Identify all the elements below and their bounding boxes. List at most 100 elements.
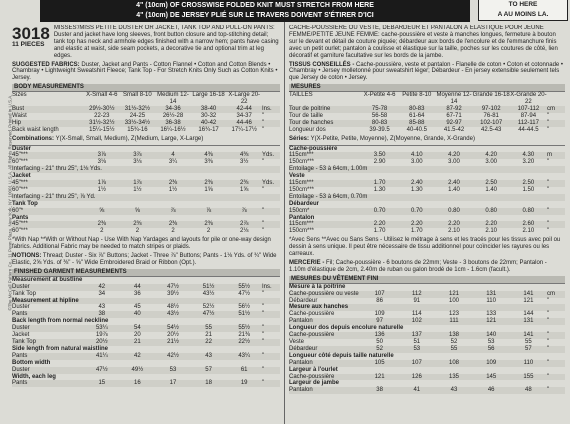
cell: 2: [100, 228, 104, 235]
cell: 86: [376, 297, 383, 304]
cell: 2.50: [522, 180, 535, 187]
table-row: Duster: [12, 146, 280, 153]
cell: 24-25: [129, 112, 146, 119]
cell: 19⅞: [95, 332, 108, 339]
cell: 112-117: [517, 119, 539, 126]
description: CACHE-POUSSIÈRE OU VESTE, DÉBARDEUR ET P…: [289, 25, 558, 59]
cell: 33½-34½: [124, 119, 151, 126]
table-row: Sizes X-Small 4-6 Small 8-10 Medium 12-14 La…: [12, 92, 280, 106]
paragraph: Séries: Y(X-Petite, Petite, Moyenne), Z(…: [289, 136, 565, 143]
cell: 51: [413, 338, 421, 345]
cell: 47½: [167, 283, 179, 290]
cell: 22: [205, 338, 212, 345]
cell: 44: [134, 283, 141, 290]
row-label: 60"***: [12, 228, 28, 235]
paragraph-text: Duster, Jacket and Pants - Cotton Flanne…: [12, 61, 278, 82]
paragraph-heading: MERCERIE -: [289, 260, 325, 266]
table-row: 45"*** 3⅞ 3⅞ 4 4⅜ 4⅜ Yds.: [12, 152, 280, 160]
cell: 107: [374, 290, 385, 297]
unit: ": [547, 221, 550, 228]
cell: 53: [169, 366, 177, 373]
cell: 36-38: [165, 119, 181, 126]
cell: 107: [411, 359, 422, 366]
cell: 56-58: [371, 112, 388, 119]
cell: X-Petite 4-6: [363, 92, 396, 99]
cell: 111: [449, 318, 459, 325]
unit: ": [547, 186, 550, 193]
paragraph-heading: Combinations:: [12, 135, 54, 142]
cell: 91: [413, 297, 421, 304]
cell: 0.80: [522, 207, 535, 214]
cell: 133: [486, 311, 497, 318]
cell: 137: [411, 332, 422, 339]
cell: X-Small 4-6: [86, 92, 118, 99]
cell: 2.60: [522, 221, 535, 228]
unit: ": [547, 311, 550, 318]
cell: 121: [448, 290, 459, 297]
cell: 1.70: [373, 180, 386, 187]
unit: ": [261, 126, 265, 133]
table-row: Tank Top 34 36 39½ 43½ 47½ ": [12, 291, 280, 298]
cell: 15¾-16: [127, 126, 148, 133]
table-row: Longueur dos depuis encolure naturelle: [289, 325, 565, 332]
cell: 2⅜: [168, 180, 178, 187]
cell: 3⅞: [97, 152, 106, 159]
cell: 155: [523, 373, 534, 380]
cell: 26½-28: [162, 112, 184, 119]
cell: 43½: [202, 290, 215, 297]
paragraph: Combinations: Y(X-Small, Small, Medium),…: [12, 136, 280, 143]
stretch-banner: 4" (10cm) OF CROSSWISE FOLDED KNIT MUST …: [40, 0, 470, 22]
unit: ": [547, 338, 550, 345]
cell: 38: [376, 387, 383, 394]
table-title: MESURES DU VÊTEMENT FINI: [289, 275, 565, 283]
unit: ": [547, 332, 550, 339]
cell: 109: [374, 311, 385, 318]
cell: 15: [98, 380, 106, 387]
cell: 109: [486, 359, 497, 366]
row-heading: Measurement at bustline: [12, 276, 83, 283]
cell: Moyenne 12-14: [436, 92, 472, 106]
cell: 110: [523, 359, 534, 366]
row-heading: Width, each leg: [12, 373, 56, 380]
cell: 54: [134, 325, 141, 332]
row-label: Waist: [12, 112, 27, 119]
cell: 2⅜: [240, 180, 249, 187]
row-label: Débardeur: [289, 345, 318, 352]
row-label: Pants: [12, 380, 28, 387]
description: MISSES'/MISS PETITE DUSTER OR JACKET, TA…: [53, 25, 279, 59]
row-heading: Tank Top: [12, 200, 38, 207]
cell: 43½: [167, 311, 179, 318]
cell: 0.80: [448, 207, 460, 214]
cell: 126: [411, 373, 422, 380]
cell: 53¼: [95, 325, 108, 332]
paragraph-heading: NOTIONS:: [12, 253, 42, 260]
cell: 141: [523, 290, 534, 297]
cell: 42½: [167, 352, 179, 359]
cell: 16¼-16½: [160, 126, 186, 133]
table-row: 115cm*** 3.50 4.10 4.20 4.20 4.30 m: [289, 152, 565, 160]
row-label: Cache-poussière: [289, 373, 335, 380]
cell: 43: [450, 387, 458, 394]
row-heading: Cache-poussière: [289, 145, 338, 152]
table-row: Duster 47½ 49½ 53 57 61 ": [12, 366, 280, 374]
table-title: BODY MEASUREMENTS: [12, 84, 280, 92]
row-label: Débardeur: [289, 297, 318, 304]
cell: 121: [486, 318, 497, 325]
unit: ": [261, 332, 265, 339]
cell: 39-39.5: [369, 126, 390, 133]
cell: 102: [411, 318, 422, 325]
table-row: Veste 50 51 52 53 55 ": [289, 339, 565, 346]
cell: 110: [486, 297, 496, 304]
table: Duster 45"*** 3⅞ 3⅞ 4 4⅜ 4⅜ Yds. 60"*** 3⅛ 3⅛ 3¼ 3⅜ 3…: [12, 144, 280, 236]
unit: ": [547, 119, 550, 126]
cell: 4⅜: [204, 152, 213, 159]
row-label: 150cm***: [289, 228, 315, 235]
cell: 2.10: [448, 228, 460, 235]
row-label: Hip: [12, 119, 22, 126]
table-row: 60"*** 2 2 2 2 2⅛ ": [12, 228, 280, 235]
cell: 43: [205, 352, 212, 359]
row-heading: Bottom width: [12, 359, 51, 366]
row-label: Cache-poussière: [289, 332, 335, 339]
cell: 52: [450, 338, 458, 345]
cell: 36: [134, 290, 141, 297]
